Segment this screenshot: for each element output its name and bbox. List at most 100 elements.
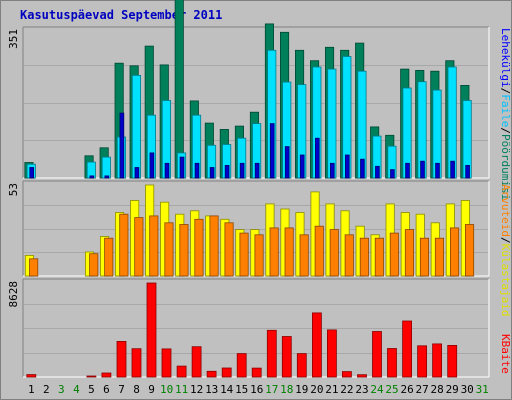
bar xyxy=(284,227,294,277)
x-tick-label: 15 xyxy=(235,383,248,396)
x-tick-label: 4 xyxy=(73,383,80,396)
x-tick-label: 25 xyxy=(385,383,398,396)
x-tick-label: 30 xyxy=(461,383,474,396)
bar xyxy=(161,348,172,378)
bar xyxy=(224,164,230,179)
bar xyxy=(329,162,335,179)
y-max-label: 8628 xyxy=(7,281,20,308)
bar xyxy=(375,165,380,179)
bar xyxy=(191,346,202,378)
bar xyxy=(450,160,455,179)
bar xyxy=(266,329,277,378)
legend-entry: Faile xyxy=(499,94,512,127)
x-tick-label: 21 xyxy=(325,383,338,396)
legend-separator: / xyxy=(499,88,512,95)
bar xyxy=(119,213,129,277)
x-tick-label: 23 xyxy=(355,383,368,396)
y-max-label: 351 xyxy=(7,29,20,49)
bar xyxy=(329,229,339,277)
bar xyxy=(374,237,384,277)
bar xyxy=(164,162,170,179)
bar xyxy=(149,215,159,277)
x-tick-label: 11 xyxy=(175,383,188,396)
legend-separator: / xyxy=(499,237,512,244)
legend-top: Lehekülgi/Faile/Pöördumisi xyxy=(499,28,512,200)
bar xyxy=(104,175,110,179)
legend-mid: Arvuteid/Külastajaid xyxy=(499,184,512,316)
bar xyxy=(149,152,155,179)
x-tick-label: 7 xyxy=(118,383,125,396)
bar-series xyxy=(29,213,475,277)
bar xyxy=(269,123,275,179)
bar xyxy=(387,348,397,378)
x-tick-label: 6 xyxy=(103,383,110,396)
bar xyxy=(239,162,245,179)
x-tick-label: 16 xyxy=(250,383,263,396)
x-tick-label: 8 xyxy=(133,383,140,396)
bar xyxy=(432,343,443,378)
x-tick-label: 14 xyxy=(220,383,234,396)
bar xyxy=(116,340,127,378)
bar xyxy=(389,232,399,277)
chart-panel: 53 xyxy=(7,180,490,277)
bar xyxy=(164,222,174,277)
x-tick-label: 18 xyxy=(280,383,293,396)
x-tick-label: 20 xyxy=(310,383,323,396)
legend-separator: / xyxy=(499,127,512,134)
bar xyxy=(360,158,365,179)
legend-entry: Külastajaid xyxy=(499,244,512,317)
legend-entry: Arvuteid xyxy=(499,184,512,237)
x-tick-label: 10 xyxy=(160,383,173,396)
legend-entry: KBaite xyxy=(499,334,512,374)
bar xyxy=(86,375,97,378)
x-tick-label: 5 xyxy=(88,383,95,396)
bar xyxy=(402,320,413,378)
bar xyxy=(254,234,264,277)
x-tick-label: 17 xyxy=(265,383,278,396)
bar xyxy=(251,367,262,378)
bar xyxy=(29,167,34,179)
bar xyxy=(101,156,111,179)
bar xyxy=(434,237,444,277)
bar xyxy=(281,336,292,378)
bar xyxy=(341,371,352,378)
chart-panel: 351 xyxy=(7,0,490,179)
legend-bottom: KBaite xyxy=(499,334,512,374)
bar xyxy=(311,312,322,378)
bar xyxy=(176,365,187,378)
chart-panel: 8628 xyxy=(7,278,490,378)
bar xyxy=(372,331,382,378)
bar xyxy=(224,222,234,277)
bar xyxy=(404,229,414,277)
bar xyxy=(420,160,425,179)
bar xyxy=(174,0,184,179)
bar xyxy=(221,367,232,378)
bar xyxy=(104,237,114,277)
x-tick-label: 22 xyxy=(340,383,353,396)
bar xyxy=(239,232,249,277)
bar xyxy=(119,112,125,179)
bar xyxy=(89,175,95,179)
bar xyxy=(131,75,142,179)
x-tick-label: 24 xyxy=(370,383,384,396)
bar xyxy=(209,215,219,277)
bar xyxy=(146,282,157,378)
bar xyxy=(357,374,367,378)
bar xyxy=(89,253,99,277)
bar xyxy=(284,146,290,179)
bar xyxy=(449,227,460,277)
bar xyxy=(327,68,337,179)
bar xyxy=(194,162,200,179)
bar xyxy=(314,137,320,179)
x-axis-labels: 1 2 3 4 5 6 7 8 9 10 11 12 13 14 15 16 17 18 19 20 21 22 23 24 2… xyxy=(28,383,489,396)
x-tick-label: 31 xyxy=(476,383,489,396)
x-tick-label: 13 xyxy=(205,383,218,396)
x-tick-label: 2 xyxy=(43,383,50,396)
legend-entry: Pöördumisi xyxy=(499,134,512,200)
right-legends: Lehekülgi/Faile/PöördumisiArvuteid/Külas… xyxy=(499,28,512,374)
x-tick-label: 1 xyxy=(28,383,35,396)
bar xyxy=(326,329,337,378)
bar xyxy=(419,237,429,277)
bar xyxy=(29,258,39,277)
